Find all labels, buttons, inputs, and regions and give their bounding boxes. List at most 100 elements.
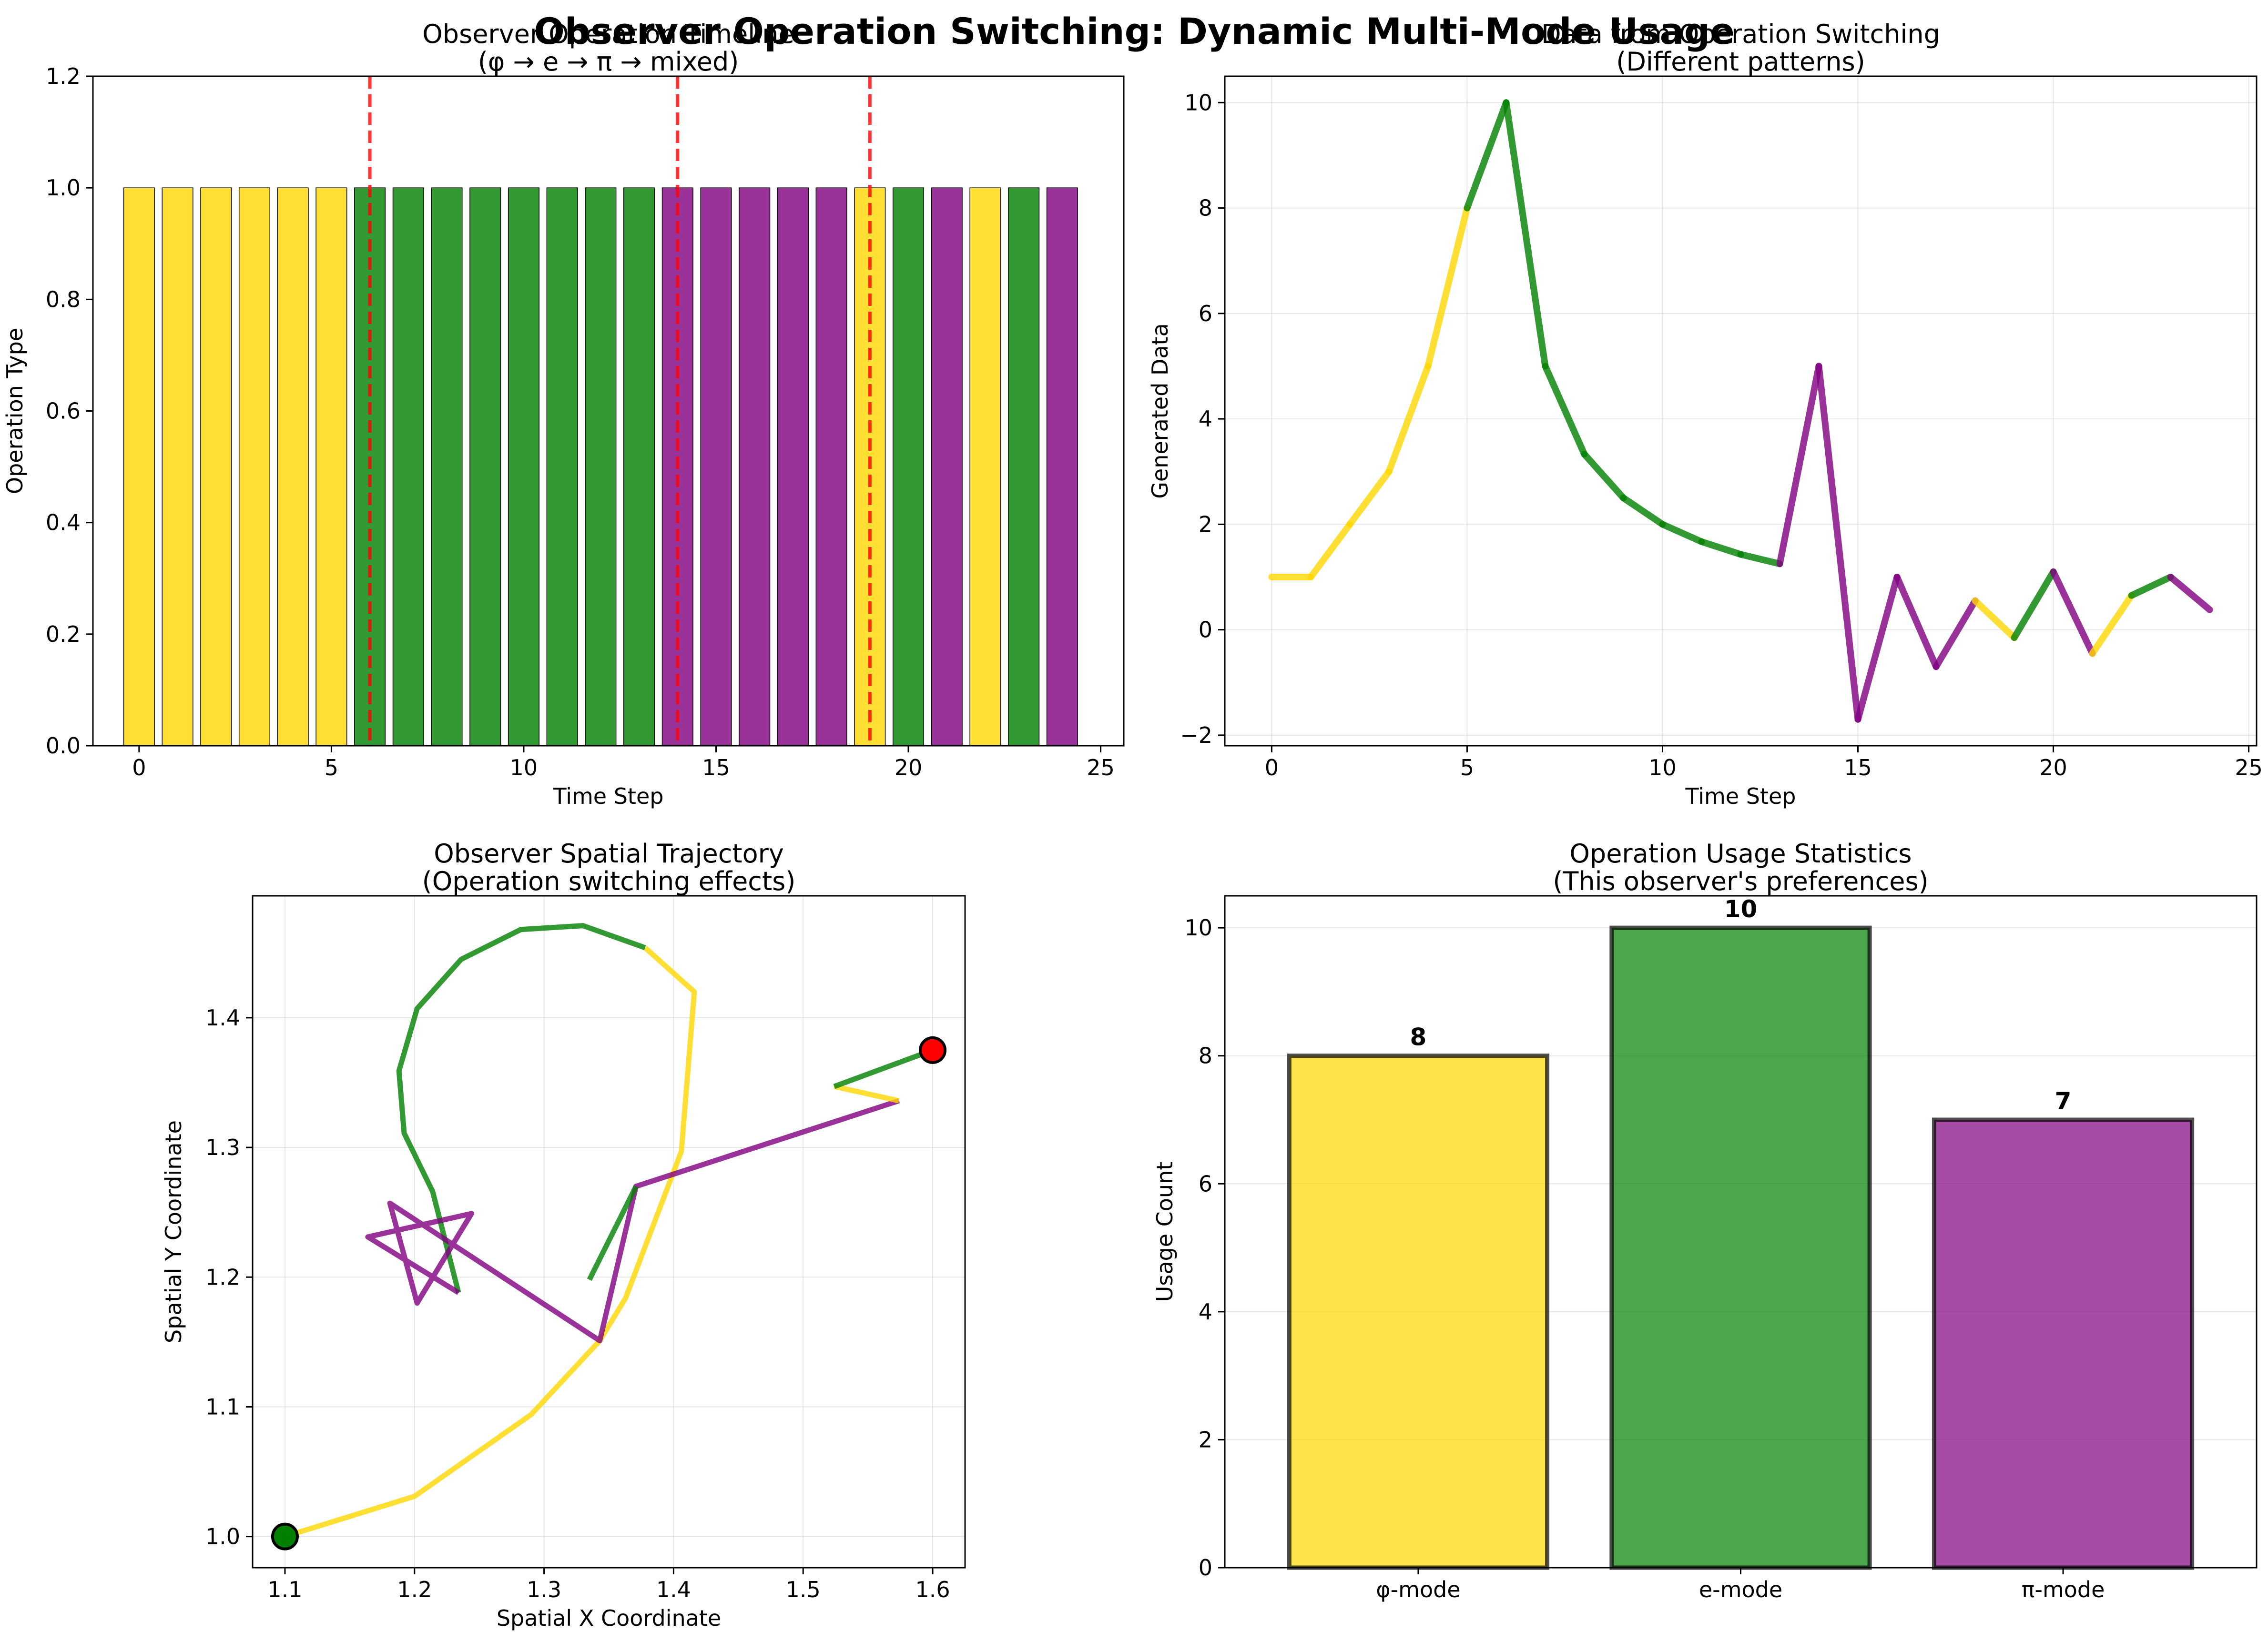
x-tick-label: 1.5 (786, 1577, 821, 1602)
timeline-bar (1046, 187, 1078, 746)
x-tick-label: π-mode (2022, 1577, 2105, 1602)
data-line-segment (1385, 363, 1432, 475)
data-line-segment (2089, 592, 2135, 657)
panel-title: Observer Operation Timeline (422, 19, 794, 49)
y-tick-label: 6 (1199, 301, 1212, 326)
axes-frame (252, 895, 966, 1569)
x-tick-label: 25 (2235, 755, 2263, 780)
timeline-bar (585, 187, 617, 746)
x-tick-label: φ-mode (1376, 1577, 1460, 1602)
y-tick-label: 1.1 (205, 1394, 240, 1419)
data-line-segment (1542, 363, 1588, 458)
usage-bar-value: 7 (2055, 1087, 2072, 1115)
y-tick-label: 1.2 (46, 63, 81, 89)
timeline-bar (739, 187, 771, 746)
y-tick-label: 8 (1199, 195, 1212, 221)
axes-frame (1224, 75, 2258, 747)
y-tick-label: 1.4 (205, 1005, 240, 1031)
trajectory-segment (834, 1084, 900, 1104)
x-tick-label: 1.4 (656, 1577, 691, 1602)
panel-title: Data from Operation Switching (1541, 19, 1940, 49)
panel-subtitle: (This observer's preferences) (1553, 866, 1928, 896)
y-tick-label: 2 (1199, 511, 1212, 537)
timeline-bar (392, 187, 424, 746)
panel-subtitle: (φ → e → π → mixed) (478, 47, 739, 77)
end-marker (919, 1036, 947, 1064)
timeline-bar (431, 187, 463, 746)
y-tick-label: 1.0 (46, 175, 81, 201)
y-axis-label: Operation Type (2, 328, 28, 494)
x-tick-label: 25 (1087, 755, 1115, 780)
data-line-segment (1854, 573, 1901, 723)
x-tick-label: 15 (1844, 755, 1872, 780)
y-tick-label: 0.4 (46, 510, 81, 536)
data-line-segment (2128, 573, 2174, 599)
y-tick-label: 0 (1199, 1555, 1212, 1581)
data-line-segment (2050, 568, 2096, 657)
timeline-bar (162, 187, 193, 746)
x-tick-label: 0 (1265, 755, 1279, 780)
trajectory-segment (587, 1185, 639, 1281)
figure-title: Observer Operation Switching: Dynamic Mu… (534, 10, 1735, 52)
start-marker (271, 1522, 299, 1551)
x-tick-label: 1.1 (267, 1577, 302, 1602)
usage-bar-value: 8 (1410, 1024, 1427, 1051)
data-line-segment (2167, 573, 2213, 613)
y-tick-label: 4 (1199, 406, 1212, 432)
x-axis-label: Time Step (553, 783, 664, 809)
timeline-bar (892, 187, 925, 746)
usage-bar-value: 10 (1724, 895, 1758, 923)
y-tick-label: 1.3 (205, 1135, 240, 1160)
y-tick-label: 1.0 (205, 1524, 240, 1550)
y-tick-label: 6 (1199, 1171, 1212, 1196)
x-tick-label: 1.2 (397, 1577, 432, 1602)
x-tick-label: 20 (895, 755, 923, 780)
data-line-segment (1464, 99, 1510, 212)
data-line-segment (1893, 573, 1940, 670)
timeline-bar (777, 187, 809, 746)
x-tick-label: 0 (132, 755, 146, 780)
panel-trajectory: 1.1 1.2 1.3 1.4 1.5 1.6 1.0 1.1 1.2 1.3 1.4 Observe… (161, 839, 966, 1631)
panel-subtitle: (Operation switching effects) (422, 866, 796, 896)
timeline-bar (1008, 187, 1040, 746)
x-axis-label: Time Step (1685, 783, 1796, 809)
y-tick-label: 4 (1199, 1299, 1212, 1325)
trajectory-segment (365, 1098, 900, 1344)
data-line-segment (1659, 521, 1705, 545)
panel-title: Observer Spatial Trajectory (434, 839, 784, 869)
timeline-bar (700, 187, 732, 746)
x-tick-label: 10 (510, 755, 538, 780)
trajectory-segment (396, 923, 646, 1294)
data-line-segment (1424, 204, 1471, 370)
timeline-bar (508, 187, 539, 746)
x-tick-label: 20 (2039, 755, 2067, 780)
timeline-bar (546, 187, 578, 746)
timeline-bar (200, 187, 232, 746)
x-tick-label: e-mode (1699, 1577, 1782, 1602)
panel-timeline: 0 5 10 15 20 25 0.0 0.2 0.4 0.6 0.8 1.0 1.2 Observer … (2, 19, 1125, 809)
timeline-bar (931, 187, 963, 746)
data-line-segment (1307, 521, 1353, 580)
y-tick-label: −2 (1180, 722, 1212, 748)
panel-subtitle: (Different patterns) (1616, 47, 1865, 77)
x-axis-label: Spatial X Coordinate (497, 1605, 721, 1631)
timeline-bar (623, 187, 655, 746)
panel-title: Operation Usage Statistics (1569, 839, 1912, 869)
x-tick-label: 10 (1648, 755, 1677, 780)
data-line-segment (1972, 597, 2018, 641)
x-tick-label: 15 (702, 755, 730, 780)
y-tick-label: 0.6 (46, 398, 81, 424)
timeline-bar (238, 187, 271, 746)
timeline-bar (123, 187, 155, 746)
data-line-segment (1620, 495, 1666, 528)
timeline-bar (315, 187, 347, 746)
y-tick-label: 0.2 (46, 621, 81, 647)
y-tick-label: 10 (1184, 90, 1212, 115)
data-line-segment (1346, 468, 1393, 528)
x-tick-label: 5 (325, 755, 338, 780)
data-line-segment (2011, 568, 2057, 641)
timeline-bar (815, 187, 847, 746)
data-line-segment (1776, 363, 1822, 568)
data-line-segment (1698, 538, 1744, 558)
